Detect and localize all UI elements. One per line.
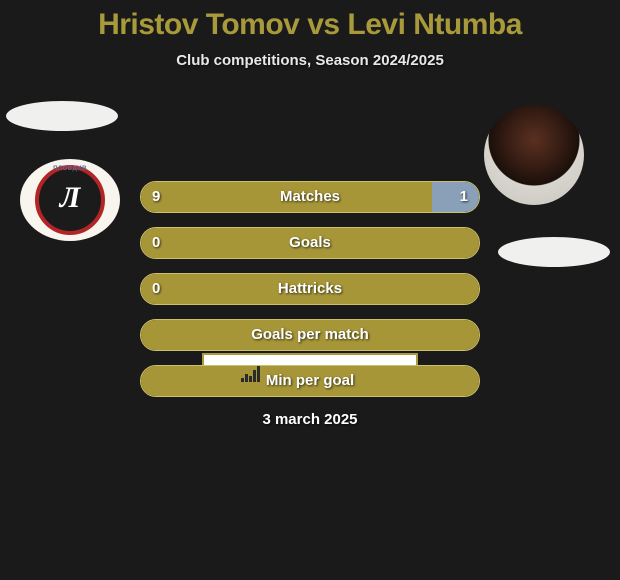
stat-label: Min per goal [140,365,480,397]
stat-value-left: 0 [152,227,160,259]
stat-label: Hattricks [140,273,480,305]
badge-top-text: ПЛОВДИВ [53,166,87,172]
player2-base-ellipse [498,237,610,267]
stats-area: ПЛОВДИВ Matches91Goals0Hattricks0Goals p… [0,99,620,339]
stat-label: Goals [140,227,480,259]
stat-label: Goals per match [140,319,480,351]
stat-value-left: 9 [152,181,160,213]
stat-row: Goals0 [140,227,480,259]
stat-row: Matches9 1 [140,181,480,213]
comparison-title: Hristov Tomov vs Levi Ntumba [0,0,620,42]
player1-club-badge: ПЛОВДИВ [20,159,120,241]
comparison-date: 3 march 2025 [0,411,620,428]
stat-value-right: 1 [460,181,468,213]
stat-row: Goals per match [140,319,480,351]
stat-value-left: 0 [152,273,160,305]
stat-row: Min per goal [140,365,480,397]
player2-avatar [484,105,584,205]
player1-base-ellipse [6,101,118,131]
stat-label: Matches [140,181,480,213]
subtitle: Club competitions, Season 2024/2025 [0,52,620,69]
stat-row: Hattricks0 [140,273,480,305]
stats-bars: Matches91Goals0Hattricks0Goals per match… [140,181,480,397]
